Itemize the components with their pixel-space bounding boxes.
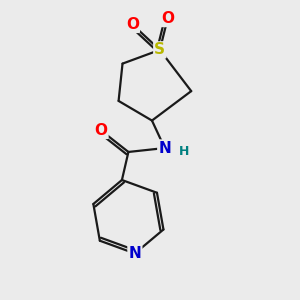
Text: O: O bbox=[94, 123, 107, 138]
Text: H: H bbox=[178, 146, 189, 158]
Text: O: O bbox=[126, 17, 139, 32]
Text: N: N bbox=[128, 246, 141, 261]
Text: O: O bbox=[161, 11, 174, 26]
Text: S: S bbox=[154, 42, 165, 57]
Text: N: N bbox=[158, 140, 171, 155]
